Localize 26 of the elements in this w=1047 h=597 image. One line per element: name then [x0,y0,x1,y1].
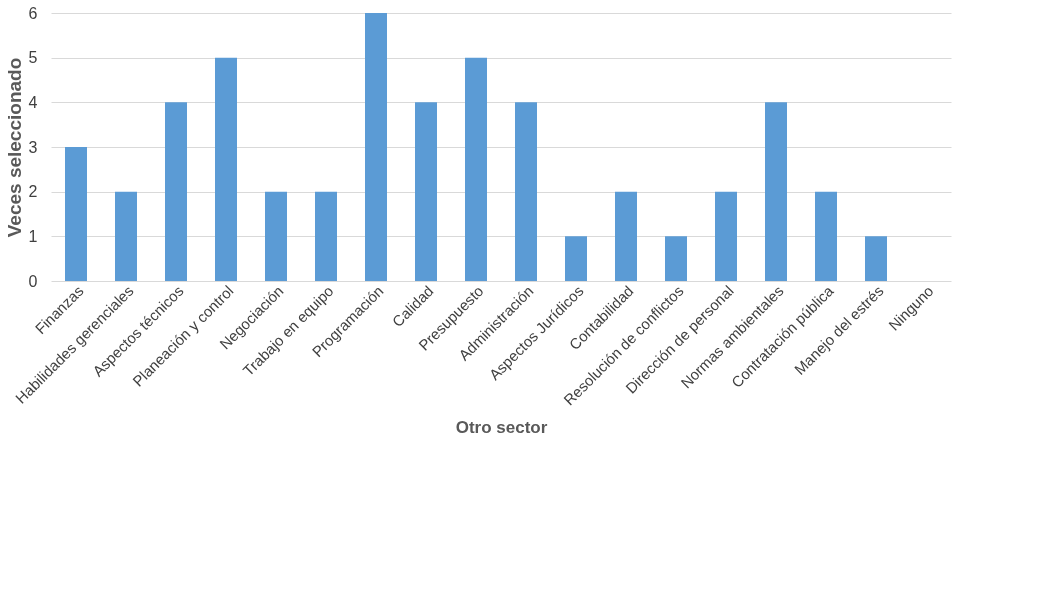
y-tick-label: 1 [28,227,38,245]
y-tick-label: 2 [28,183,38,201]
x-axis-title: Otro sector [455,418,548,438]
bar [315,191,337,281]
y-tick-label: 6 [28,4,38,22]
bar [465,57,487,281]
bar [215,57,237,281]
bar [815,191,837,281]
bar [165,102,187,281]
bar [565,236,587,281]
bar [615,191,637,281]
y-tick-label: 5 [28,49,38,67]
bar [65,147,87,281]
bar [515,102,537,281]
bar [865,236,887,281]
bar [715,191,737,281]
bar [265,191,287,281]
y-tick-label: 3 [28,138,38,156]
y-tick-label: 4 [28,93,38,111]
bar [115,191,137,281]
y-tick-label: 0 [28,272,38,290]
bar [365,13,387,281]
bar [765,102,787,281]
y-axis-title: Veces seleccionado [3,57,25,238]
bar [665,236,687,281]
bar [415,102,437,281]
